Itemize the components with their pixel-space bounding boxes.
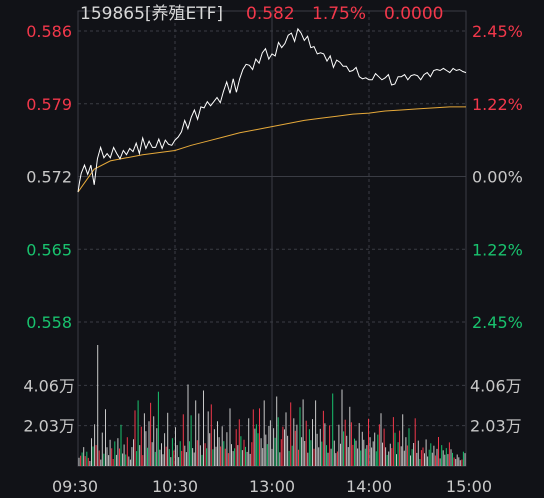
volume-tick-label: 4.06万 — [470, 376, 522, 395]
current-price: 0.582 — [246, 4, 295, 24]
volume-tick-label: 2.03万 — [23, 417, 75, 436]
axis-tick-labels: 0.586 2.45% 0.579 1.22% 0.572 0.00% 0.565 1.22%… — [23, 22, 522, 496]
price-tick-label: 0.579 — [26, 95, 72, 114]
price-tick-label: 0.565 — [26, 240, 72, 259]
change-value: 0.0000 — [384, 4, 444, 24]
time-tick-label: 09:30 — [52, 477, 98, 496]
percent-tick-label: 2.45% — [472, 313, 523, 332]
time-tick-label: 10:30 — [152, 477, 198, 496]
time-tick-label: 13:00 — [249, 477, 295, 496]
volume-tick-label: 4.06万 — [23, 376, 75, 395]
price-line — [77, 27, 467, 193]
percent-tick-label: 1.22% — [472, 95, 523, 114]
price-tick-label: 0.558 — [26, 313, 72, 332]
volume-tick-label: 2.03万 — [470, 417, 522, 436]
change-percent: 1.75% — [312, 4, 367, 24]
price-tick-label: 0.572 — [26, 168, 72, 187]
price-tick-label: 0.586 — [26, 22, 72, 41]
volume-bars — [78, 345, 466, 466]
fund-code-name: 159865[养殖ETF] — [80, 4, 224, 24]
time-tick-label: 15:00 — [446, 477, 492, 496]
time-tick-label: 14:00 — [346, 477, 392, 496]
percent-tick-label: 1.22% — [472, 240, 523, 259]
average-price-line — [77, 106, 466, 193]
percent-tick-label: 0.00% — [472, 168, 523, 187]
percent-tick-label: 2.45% — [472, 22, 523, 41]
